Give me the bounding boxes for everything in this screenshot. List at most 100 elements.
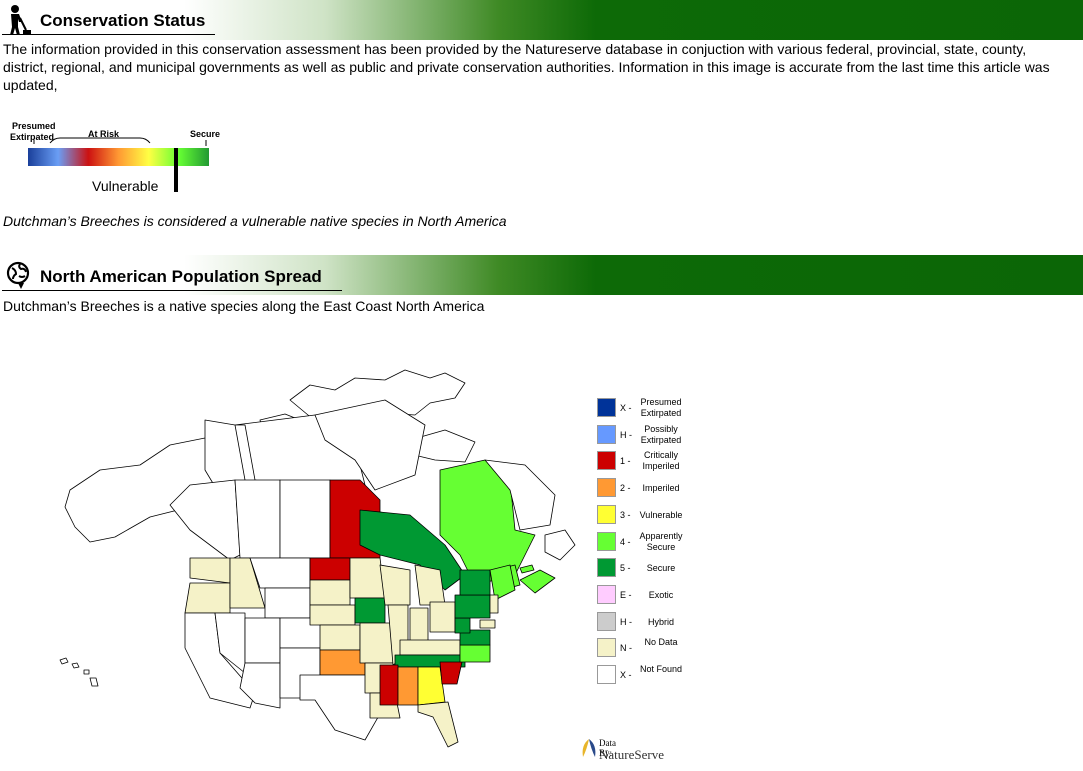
scale-label-secure: Secure <box>190 129 221 139</box>
region-oregon <box>184 582 231 614</box>
population-spread-banner: North American Population Spread <box>0 255 1083 295</box>
natureserve-logo-icon <box>582 739 596 757</box>
region-utah <box>244 617 281 664</box>
region-mississippi <box>379 664 399 706</box>
region-florida <box>417 701 459 748</box>
region-kentucky <box>399 639 461 656</box>
scale-marker <box>174 148 179 192</box>
region-washington <box>189 557 231 584</box>
legend-description: Not Found <box>639 664 683 674</box>
legend-swatch <box>597 478 616 498</box>
legend-code: H - <box>620 616 632 627</box>
legend-description: Critically Imperiled <box>642 450 680 472</box>
region-nunavut <box>314 399 426 491</box>
region-kansas <box>319 624 361 651</box>
globe-pin-icon <box>6 261 30 289</box>
region-pennsylvania <box>454 594 491 619</box>
legend-description: Hybrid <box>647 616 674 627</box>
intro-paragraph: The information provided in this conserv… <box>3 41 1050 93</box>
legend-item: 4 - Apparently Secure <box>597 530 697 552</box>
region-south-dakota <box>309 579 351 606</box>
legend-description: Presumed Extirpated <box>640 397 682 418</box>
section-title: North American Population Spread <box>40 267 322 286</box>
scale-status-label: Vulnerable <box>92 178 159 194</box>
region-arizona <box>239 662 281 709</box>
region-montana <box>249 557 311 589</box>
scale-label-presumed: Presumed <box>12 121 56 131</box>
legend-code: 5 - <box>620 563 631 574</box>
population-text: Dutchman’s Breeches is a native species … <box>3 298 485 314</box>
section-title: Conservation Status <box>40 11 206 30</box>
region-new-england <box>489 564 516 601</box>
title-underline <box>2 34 215 35</box>
legend-code: 3 - <box>620 509 631 520</box>
legend-item: 1 - Critically Imperiled <box>597 450 697 472</box>
region-hawaii <box>59 657 99 687</box>
title-underline <box>2 290 342 291</box>
region-west-virginia <box>454 617 471 634</box>
legend-item: H - Possibly Extirpated <box>597 423 697 445</box>
conservationist-icon <box>10 5 31 35</box>
legend-code: N - <box>620 643 632 654</box>
region-minnesota <box>349 557 386 599</box>
region-alabama <box>397 666 419 706</box>
legend-swatch <box>597 638 616 658</box>
legend-code: E - <box>620 589 632 600</box>
legend-item: 2 - Imperiled <box>597 478 697 498</box>
region-wisconsin <box>379 564 411 606</box>
region-saskatchewan <box>279 479 331 559</box>
legend-code: 2 - <box>620 483 631 494</box>
region-alberta <box>234 479 281 559</box>
legend-code: X - <box>620 403 632 413</box>
legend-item: N - No Data <box>597 637 697 658</box>
legend-code: H - <box>620 429 632 440</box>
region-ohio <box>429 601 456 633</box>
legend-swatch <box>597 665 616 684</box>
credit-line1: Data By: <box>599 738 616 758</box>
legend-swatch <box>597 531 616 551</box>
legend-description: Apparently Secure <box>639 530 683 552</box>
north-america-range-map <box>59 369 576 748</box>
region-oklahoma <box>319 649 366 676</box>
region-wyoming <box>264 587 311 619</box>
legend-item: X - Not Found <box>597 664 697 685</box>
legend-swatch <box>597 611 616 631</box>
legend-description: Vulnerable <box>639 509 683 520</box>
region-nebraska <box>309 604 356 626</box>
legend-code: 4 - <box>620 536 631 547</box>
legend-description: Imperiled <box>642 483 680 494</box>
legend-swatch <box>597 558 616 578</box>
region-virginia <box>459 629 491 646</box>
legend-item: X - Presumed Extirpated <box>597 397 697 418</box>
legend-swatch <box>597 451 616 471</box>
region-nova-scotia <box>519 569 556 594</box>
legend-item: H - Hybrid <box>597 611 697 632</box>
conservation-status-banner: Conservation Status <box>0 0 1083 40</box>
legend-swatch <box>597 424 616 444</box>
legend-description: Exotic <box>648 589 674 600</box>
legend-swatch <box>597 504 616 524</box>
legend-code: 1 - <box>620 456 631 467</box>
region-iowa <box>354 597 386 624</box>
legend-code: X - <box>620 670 632 680</box>
region-labrador <box>484 459 556 531</box>
region-north-dakota <box>309 557 351 581</box>
legend-description: No Data <box>644 637 678 648</box>
region-michigan <box>414 564 446 606</box>
region-newfoundland <box>544 529 576 561</box>
scale-bar <box>28 137 209 166</box>
scale-label-at-risk: At Risk <box>88 129 120 139</box>
legend-swatch <box>597 584 616 604</box>
scale-label-extirpated: Extirpated <box>10 132 55 142</box>
legend-swatch <box>597 398 616 417</box>
region-new-jersey <box>489 594 499 614</box>
scale-gradient <box>28 148 209 166</box>
legend-item: 3 - Vulnerable <box>597 504 697 525</box>
region-pei <box>519 564 535 574</box>
legend-item: 5 - Secure <box>597 558 697 578</box>
region-south-carolina <box>439 661 463 685</box>
legend-item: E - Exotic <box>597 584 697 605</box>
legend-description: Secure <box>646 563 676 574</box>
legend-description: Possibly Extirpated <box>640 423 682 445</box>
region-maryland <box>479 619 496 629</box>
